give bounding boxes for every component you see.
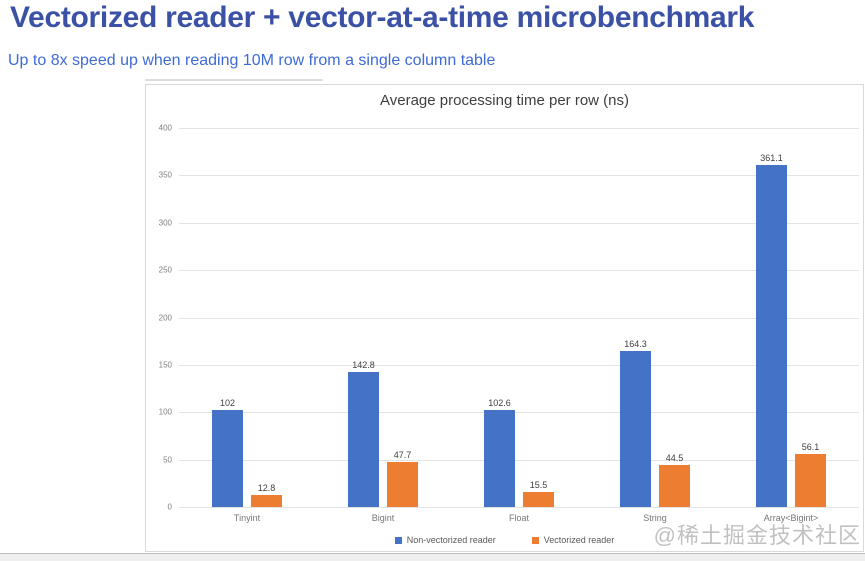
chart-title: Average processing time per row (ns) (380, 92, 629, 109)
y-axis: 0 50 100 150 200 250 300 350 400 (146, 124, 175, 512)
y-tick-label: 400 (158, 123, 172, 133)
bar (348, 371, 379, 507)
gridline (179, 507, 859, 508)
bar-column: 164.3 (620, 339, 651, 507)
bar-column: 47.7 (387, 450, 418, 507)
x-category-label: Bigint (371, 513, 395, 523)
bar-column: 142.8 (348, 360, 379, 507)
y-tick-label: 50 (163, 455, 172, 465)
legend-swatch (394, 536, 402, 544)
gridline (179, 364, 859, 366)
legend-swatch (531, 536, 539, 544)
bar (212, 410, 243, 507)
bar-value-label: 164.3 (624, 339, 647, 350)
bar (523, 492, 554, 507)
bar-column: 56.1 (795, 442, 826, 507)
bar (484, 409, 515, 507)
bar-value-label: 15.5 (529, 480, 548, 491)
gridline (179, 412, 859, 414)
bottom-divider (0, 553, 865, 561)
bar-column: 102.6 (484, 398, 515, 507)
plot-area: 102 12.8 142.8 47.7 102.6 15.5 164.3 44.5 361.1 5… (179, 128, 859, 508)
gridline (179, 270, 859, 272)
bar-value-label: 47.7 (393, 449, 412, 460)
gridline (179, 128, 859, 129)
bar-column: 361.1 (756, 153, 787, 507)
x-category-label: Float (508, 513, 529, 523)
bar-column: 44.5 (659, 453, 690, 507)
legend-label: Non-vectorized reader (406, 535, 496, 545)
page-title: Vectorized reader + vector-at-a-time mic… (10, 1, 755, 34)
bar (620, 351, 651, 507)
bar-value-label: 361.1 (760, 152, 783, 163)
gridline (179, 317, 859, 319)
bar-group-bigint: 142.8 47.7 (315, 128, 451, 507)
x-category-label: String (643, 513, 667, 523)
x-category-label: Tinyint (233, 513, 261, 523)
y-tick-label: 0 (167, 502, 172, 512)
bar-column: 12.8 (251, 483, 282, 507)
legend-item: Non-vectorized reader (394, 535, 496, 545)
page-subtitle: Up to 8x speed up when reading 10M row f… (8, 52, 496, 69)
bar-value-label: 56.1 (801, 441, 820, 452)
bar-group-tinyint: 102 12.8 (179, 128, 315, 507)
bar-group-string: 164.3 44.5 (587, 128, 723, 507)
bars-row: 102 12.8 142.8 47.7 102.6 15.5 164.3 44.5 361.1 5… (179, 128, 859, 507)
gridline (179, 459, 859, 461)
bar-column: 102 (212, 398, 243, 507)
bar-value-label: 142.8 (352, 359, 375, 370)
x-axis-labels: Tinyint Bigint Float String Array<Bigint> (179, 513, 859, 523)
y-tick-label: 300 (158, 218, 172, 228)
bar-group-array-bigint: 361.1 56.1 (723, 128, 859, 507)
bar-group-float: 102.6 15.5 (451, 128, 587, 507)
chart-panel: Average processing time per row (ns) 0 50… (145, 84, 864, 552)
x-category-label: Array<Bigint> (763, 513, 819, 523)
bar (659, 464, 690, 507)
panel-top-artifact (145, 79, 323, 81)
gridline (179, 222, 859, 224)
bar-value-label: 102.6 (488, 397, 511, 408)
bar (795, 453, 826, 507)
watermark: @稀土掘金技术社区 (653, 523, 861, 548)
y-tick-label: 100 (158, 407, 172, 417)
legend-label: Vectorized reader (543, 535, 615, 545)
gridline (179, 175, 859, 177)
bar (756, 164, 787, 507)
bar-column: 15.5 (523, 480, 554, 507)
y-tick-label: 150 (158, 360, 172, 370)
legend-item: Vectorized reader (531, 535, 615, 545)
bar-value-label: 44.5 (665, 452, 684, 463)
bar-value-label: 12.8 (257, 482, 276, 493)
bar (251, 494, 282, 507)
chart-legend: Non-vectorized reader Vectorized reader (146, 535, 863, 545)
bar-value-label: 102 (219, 398, 236, 409)
y-tick-label: 350 (158, 170, 172, 180)
y-tick-label: 200 (158, 313, 172, 322)
y-tick-label: 250 (158, 265, 172, 275)
bar (387, 461, 418, 507)
